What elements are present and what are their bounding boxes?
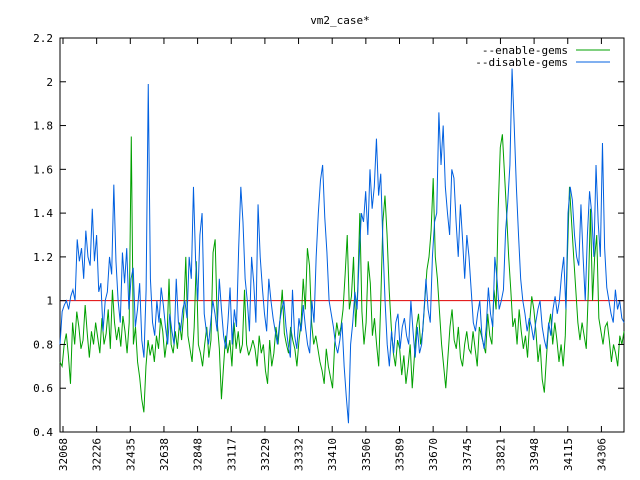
x-tick-label: 33117 [225,438,238,471]
x-tick-label: 34115 [562,438,575,471]
y-tick-label: 0.8 [33,338,53,351]
y-tick-label: 0.4 [33,426,53,439]
chart-title: vm2_case* [310,14,370,27]
y-tick-label: 2 [46,76,53,89]
y-tick-label: 1.4 [33,207,53,220]
x-tick-label: 33821 [494,438,507,471]
x-tick-label: 32638 [158,438,171,471]
x-tick-label: 33948 [528,438,541,471]
x-tick-label: 32068 [57,438,70,471]
plot-area-border [59,37,625,433]
series-line-disable-gems [59,68,625,424]
y-tick-label: 1 [46,295,53,308]
y-tick-label: 1.2 [33,251,53,264]
series-line-enable-gems [59,134,625,413]
x-tick-label: 33229 [259,438,272,471]
legend-label: --disable-gems [475,56,568,69]
y-tick-label: 1.8 [33,120,53,133]
y-axis: 0.4 0.6 0.8 1 1.2 1.4 1.6 1.8 2 2.2 [33,32,624,439]
x-tick-label: 32226 [91,438,104,471]
x-tick-label: 33589 [394,438,407,471]
x-tick-label: 34306 [595,438,608,471]
x-tick-label: 33670 [427,438,440,471]
x-axis: 32068 32226 32435 32638 32848 33117 33229 33332… [57,38,608,471]
legend: --enable-gems--disable-gems [475,44,610,69]
x-tick-label: 33745 [461,438,474,471]
series-group [59,68,625,424]
x-tick-label: 33332 [293,438,306,471]
y-tick-label: 0.6 [33,382,53,395]
y-tick-label: 2.2 [33,32,53,45]
x-tick-label: 32848 [192,438,205,471]
x-tick-label: 32435 [124,438,137,471]
x-tick-label: 33506 [360,438,373,471]
x-tick-label: 33410 [326,438,339,471]
legend-label: --enable-gems [482,44,568,57]
y-tick-label: 1.6 [33,163,53,176]
